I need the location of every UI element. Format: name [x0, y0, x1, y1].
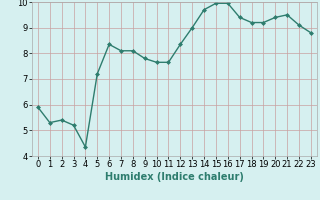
X-axis label: Humidex (Indice chaleur): Humidex (Indice chaleur)	[105, 172, 244, 182]
